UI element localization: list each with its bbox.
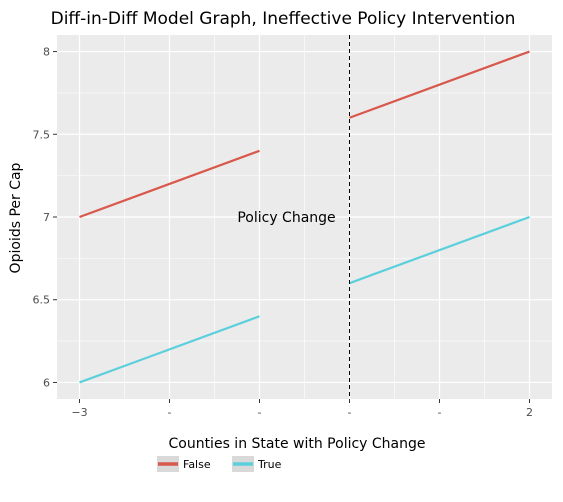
series-line-false — [79, 149, 260, 219]
x-tick-label: - — [168, 406, 172, 419]
x-tick-label: - — [258, 406, 262, 419]
axes: 6 6.5 7 7.5 8 −3 - - - - 2 — [33, 46, 534, 419]
y-tick-label: 7.5 — [33, 128, 51, 141]
y-tick-label: 6.5 — [33, 294, 51, 307]
plot-panel — [57, 35, 552, 399]
y-tick-label: 8 — [43, 46, 50, 59]
x-tick-label: - — [438, 406, 442, 419]
y-axis-label: Opioids Per Cap — [8, 162, 24, 273]
legend-label-true: True — [257, 458, 282, 471]
legend-label-false: False — [183, 458, 211, 471]
series-line-false — [349, 50, 530, 119]
series-line-true — [349, 215, 530, 285]
y-tick-label: 7 — [43, 211, 50, 224]
x-tick-label: 2 — [526, 406, 533, 419]
legend-title: Counties in State with Policy Change — [168, 436, 425, 452]
chart-marks: Policy Change — [79, 35, 530, 399]
legend: False True — [157, 456, 282, 472]
x-tick-label: −3 — [71, 406, 87, 419]
x-tick-label: - — [348, 406, 352, 419]
annotation-policy-change: Policy Change — [237, 210, 335, 226]
y-tick-label: 6 — [43, 376, 50, 389]
chart-title: Diff-in-Diff Model Graph, Ineffective Po… — [51, 9, 516, 29]
series-line-true — [79, 315, 260, 384]
